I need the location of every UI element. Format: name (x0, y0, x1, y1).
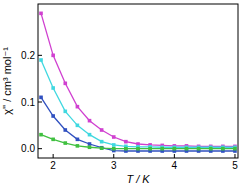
series-point (100, 128, 104, 132)
series-point (88, 145, 92, 149)
y-tick (38, 55, 42, 56)
series-point (39, 133, 43, 137)
y-tick-label: 0.1 (21, 97, 35, 108)
x-tick-label: 2 (50, 160, 56, 171)
series-point (76, 124, 80, 128)
series-line (41, 13, 235, 146)
series-point (39, 96, 43, 100)
series-point (76, 138, 80, 142)
y-tick (38, 148, 42, 149)
series-point (197, 147, 201, 151)
x-tick-label: 4 (172, 160, 178, 171)
series-point (63, 141, 67, 145)
series-point (160, 147, 164, 151)
series-point (39, 12, 43, 16)
series-point (51, 138, 55, 142)
series-point (173, 147, 177, 151)
series-point (112, 135, 116, 139)
series-point (233, 147, 237, 151)
y-tick (38, 102, 42, 103)
x-tick (174, 154, 175, 158)
series-point (51, 54, 55, 58)
series-point (88, 142, 92, 146)
y-axis-label: χ'' / cm³ mol⁻¹ (1, 47, 13, 115)
series-point (88, 119, 92, 123)
series-line (41, 135, 235, 149)
series-point (76, 144, 80, 148)
series-point (112, 143, 116, 147)
series-point (88, 133, 92, 137)
series-point (112, 147, 116, 151)
plot-frame (38, 4, 238, 158)
y-tick-label: 0.0 (21, 143, 35, 154)
series-point (136, 147, 140, 151)
series-point (100, 140, 104, 144)
x-tick-label: 3 (111, 160, 117, 171)
series-point (100, 146, 104, 150)
series-point (124, 140, 128, 144)
x-tick-label: 5 (232, 160, 238, 171)
plot-area (39, 12, 237, 153)
x-axis-label: T / K (126, 173, 150, 185)
series-point (185, 147, 189, 151)
series-point (76, 105, 80, 109)
series-point (124, 147, 128, 151)
x-tick (234, 154, 235, 158)
y-tick-label: 0.2 (21, 50, 35, 61)
series-point (221, 147, 225, 151)
series-point (63, 82, 67, 86)
series-point (100, 146, 104, 150)
series-point (39, 58, 43, 62)
series-point (209, 147, 213, 151)
series-point (148, 147, 152, 151)
x-tick (53, 154, 54, 158)
series-line (41, 97, 235, 151)
chart: 2 3 4 5 0.0 0.1 0.2 T / K χ'' / cm³ mol⁻¹ (0, 0, 243, 189)
series-point (63, 110, 67, 114)
series-point (51, 86, 55, 90)
x-tick (113, 154, 114, 158)
series-point (51, 114, 55, 118)
series-point (63, 128, 67, 132)
